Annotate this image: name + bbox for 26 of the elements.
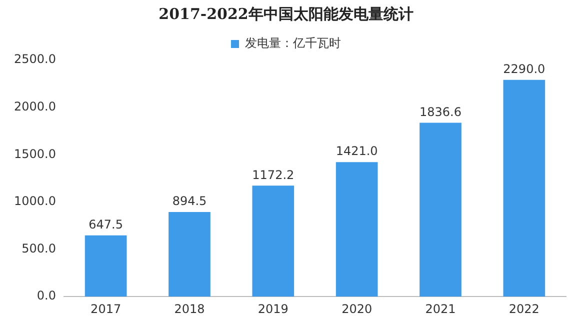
data-label: 2290.0 <box>503 62 546 76</box>
data-label: 1421.0 <box>336 144 378 158</box>
data-label: 647.5 <box>88 217 123 232</box>
x-tick-label: 2022 <box>508 302 540 316</box>
x-tick-label: 2018 <box>174 302 205 316</box>
bar <box>420 122 462 297</box>
y-tick-label: 2000.0 <box>14 99 56 114</box>
data-label: 1836.6 <box>419 104 462 119</box>
chart-title: 2017-2022年中国太阳能发电量统计 <box>158 4 414 23</box>
y-tick-label: 500.0 <box>22 241 56 256</box>
y-tick-label: 2500.0 <box>14 52 56 66</box>
bar <box>252 186 294 297</box>
bar <box>336 162 378 297</box>
x-tick-label: 2019 <box>258 302 288 316</box>
bar <box>84 235 127 297</box>
legend-label: 发电量：亿千瓦时 <box>245 36 341 50</box>
x-tick-label: 2020 <box>342 302 372 316</box>
y-tick-label: 1500.0 <box>14 146 56 161</box>
data-label: 1172.2 <box>252 168 294 182</box>
x-tick-label: 2021 <box>425 302 456 316</box>
bar <box>168 212 210 297</box>
x-tick-label: 2017 <box>90 302 122 316</box>
bar <box>503 80 546 297</box>
data-label: 894.5 <box>172 194 207 208</box>
y-tick-label: 0.0 <box>36 288 56 303</box>
y-tick-label: 1000.0 <box>14 194 56 208</box>
